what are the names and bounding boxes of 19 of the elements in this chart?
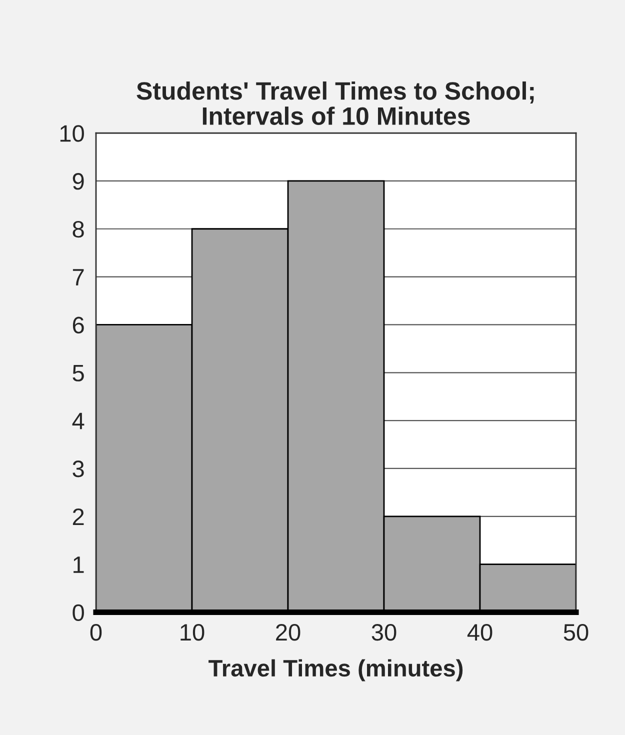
x-tick-label: 50: [564, 624, 588, 641]
x-tick-label: 10: [180, 624, 204, 641]
y-tick-label: 5: [72, 364, 84, 382]
y-tick-label: 0: [72, 604, 84, 622]
y-tick-label: 3: [72, 460, 84, 478]
y-tick-label: 9: [72, 173, 84, 190]
chart-title: Students' Travel Times to School; Intervals of 10 Minutes: [136, 81, 534, 125]
x-axis-title: Travel Times (minutes): [208, 659, 463, 682]
y-tick-label: 2: [72, 508, 84, 525]
y-tick-label: 4: [72, 412, 84, 430]
y-tick-label: 8: [72, 220, 84, 238]
x-tick-label: 20: [276, 624, 300, 641]
y-tick-label: 10: [60, 125, 84, 142]
y-tick-label: 6: [72, 316, 84, 334]
y-tick-label: 1: [74, 556, 84, 573]
y-tick-label: 7: [72, 269, 84, 286]
x-tick-label: 30: [372, 624, 396, 641]
x-tick-label: 0: [90, 624, 102, 641]
x-tick-label: 40: [467, 624, 492, 641]
